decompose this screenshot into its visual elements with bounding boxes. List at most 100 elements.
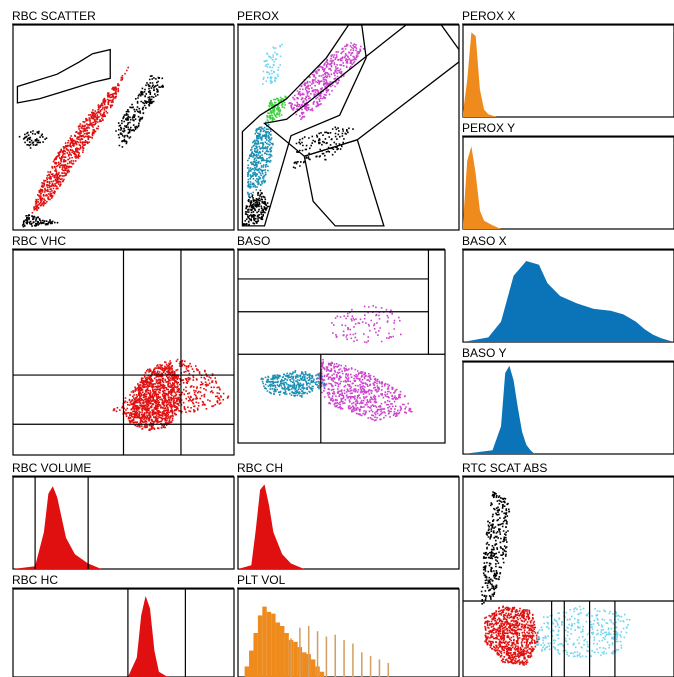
plt-vol-bar-1-2: [307, 625, 310, 677]
plt-vol-bar-0-11: [293, 641, 298, 677]
plt-vol-bar-0-8: [279, 625, 285, 677]
plt-vol-title: PLT VOL: [237, 573, 286, 587]
rbc-vhc-title: RBC VHC: [12, 234, 66, 248]
baso-y-frame: [462, 361, 674, 455]
rbc-scatter-panel: RBC SCATTER: [12, 9, 235, 231]
plt-vol-bar-1-0: [290, 638, 292, 677]
rbc-scatter-title: RBC SCATTER: [12, 9, 96, 23]
perox-series-2-points: [246, 124, 274, 198]
perox-series-3-points: [262, 43, 283, 85]
plt-vol-bar-1-7: [352, 643, 354, 677]
perox-y-plot: [463, 146, 501, 229]
plt-vol-bar-1-9: [369, 655, 372, 677]
perox-x-plot: [463, 32, 497, 117]
perox-x-title: PEROX X: [462, 9, 515, 23]
rbc-volume-title: RBC VOLUME: [12, 461, 91, 475]
plt-vol-bar-0-13: [302, 652, 307, 677]
rbc-hc-frame: [12, 588, 235, 677]
plt-vol-bar-1-4: [325, 636, 328, 677]
perox-title: PEROX: [237, 9, 279, 23]
rbc-scatter-plot: [16, 48, 164, 228]
plt-vol-bar-1-10: [378, 659, 381, 677]
plt-vol-bar-0-4: [262, 606, 267, 677]
rbc-ch-title: RBC CH: [237, 461, 283, 475]
rbc-vhc-panel: RBC VHC: [12, 234, 235, 456]
rbc-ch-frame: [237, 476, 460, 570]
rtc-scat-abs-series-1-points: [535, 605, 631, 658]
rbc-hc-series-0-area: [13, 596, 168, 677]
plt-vol-bar-0-17: [319, 671, 325, 677]
plt-vol-bar-1-11: [387, 662, 390, 677]
rbc-ch-plot: [238, 484, 305, 569]
perox-y-series-0-area: [463, 146, 501, 229]
plt-vol-bar-0-9: [284, 633, 289, 677]
plt-vol-bar-0-3: [257, 615, 263, 677]
perox-series-4-points: [242, 189, 270, 227]
plt-vol-bar-0-5: [266, 611, 272, 677]
baso-series-1-points: [318, 358, 413, 422]
rbc-scatter-series-0-points: [31, 66, 130, 214]
rbc-scatter-gate-0: [16, 48, 111, 104]
rbc-volume-series-0-area: [13, 486, 102, 569]
rbc-volume-plot: [13, 477, 102, 569]
plt-vol-bar-0-7: [275, 622, 280, 677]
baso-panel: BASO: [237, 234, 446, 444]
rtc-scat-abs-series-2-points: [480, 491, 511, 605]
baso-series-0-points: [260, 370, 326, 398]
perox-y-title: PEROX Y: [462, 121, 515, 135]
plt-vol-bar-1-3: [316, 631, 319, 677]
rtc-scat-abs-plot: [463, 491, 674, 677]
perox-series-5-points: [292, 126, 354, 169]
rbc-vhc-series-1-points: [112, 358, 230, 422]
baso-x-series-0-area: [463, 261, 674, 342]
perox-gate-2: [303, 138, 385, 227]
plt-vol-bar-0-15: [310, 659, 316, 677]
perox-gate-0: [241, 25, 367, 227]
rbc-ch-panel: RBC CH: [237, 461, 460, 570]
plt-vol-bar-1-6: [343, 640, 345, 677]
rbc-scatter-series-2-points: [115, 75, 164, 148]
baso-y-plot: [463, 365, 535, 454]
rbc-ch-series-0-area: [238, 484, 305, 569]
plt-vol-frame: [237, 588, 460, 677]
plt-vol-bar-1-5: [334, 634, 337, 677]
plt-vol-bar-0-1: [249, 650, 254, 677]
baso-title: BASO: [237, 234, 270, 248]
baso-y-series-0-area: [463, 365, 535, 454]
perox-series-0-points: [288, 42, 365, 121]
perox-x-series-0-area: [463, 32, 497, 117]
baso-frame: [237, 249, 446, 444]
plt-vol-bar-0-0: [244, 666, 250, 677]
rtc-scat-abs-panel: RTC SCAT ABS: [462, 461, 674, 677]
rbc-scatter-series-1-points: [22, 214, 59, 228]
rbc-vhc-plot: [13, 250, 234, 455]
rbc-volume-panel: RBC VOLUME: [12, 461, 235, 570]
plt-vol-plot: [244, 606, 390, 677]
plt-vol-bar-0-2: [253, 633, 258, 677]
plt-vol-bar-1-1: [299, 627, 301, 677]
baso-x-title: BASO X: [462, 234, 507, 248]
plt-vol-bar-1-8: [360, 652, 363, 677]
baso-plot: [238, 250, 445, 443]
baso-x-panel: BASO X: [462, 234, 674, 343]
baso-series-2-points: [331, 305, 402, 344]
baso-y-title: BASO Y: [462, 346, 506, 360]
perox-x-frame: [462, 24, 674, 118]
plt-vol-panel: PLT VOL: [237, 573, 460, 677]
perox-x-panel: PEROX X: [462, 9, 674, 118]
rbc-hc-plot: [13, 589, 186, 677]
rbc-hc-panel: RBC HC: [12, 573, 235, 677]
rtc-scat-abs-series-0-points: [484, 605, 540, 666]
baso-y-panel: BASO Y: [462, 346, 674, 455]
rbc-scatter-series-3-points: [18, 130, 48, 149]
perox-y-frame: [462, 136, 674, 230]
perox-panel: PEROX: [237, 9, 460, 231]
rtc-scat-abs-title: RTC SCAT ABS: [462, 461, 547, 475]
plt-vol-bar-0-6: [271, 613, 276, 677]
baso-x-plot: [463, 261, 674, 342]
rbc-scatter-frame: [12, 24, 235, 231]
rtc-scat-abs-frame: [462, 476, 674, 677]
perox-y-panel: PEROX Y: [462, 121, 674, 230]
rbc-volume-frame: [12, 476, 235, 570]
